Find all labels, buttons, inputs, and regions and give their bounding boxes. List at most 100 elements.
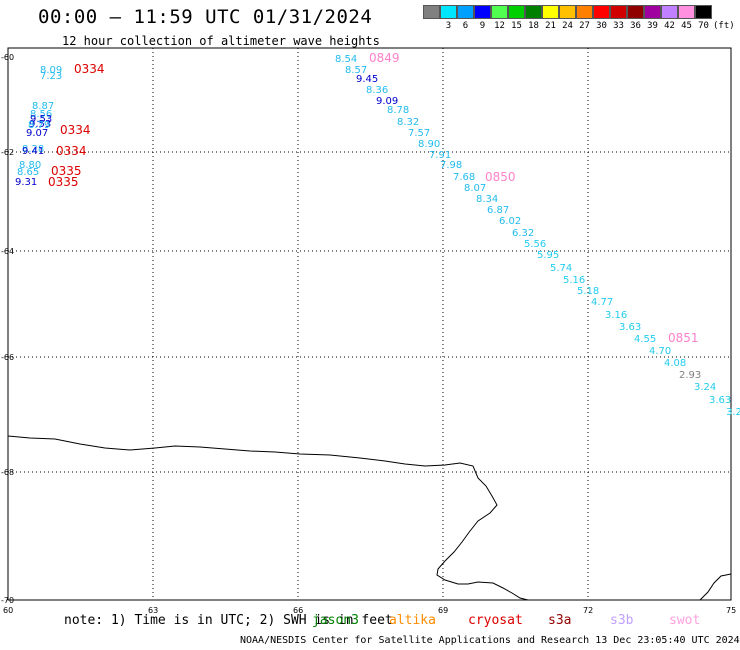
satellite-name: jason3 (312, 613, 359, 628)
swh-label: 6.87 (487, 205, 509, 216)
legend-swatch (576, 5, 593, 19)
legend-swatch (491, 5, 508, 19)
satellite-name: s3a (548, 613, 572, 628)
swh-label: 8.65 (17, 167, 39, 178)
swh-label: 7.98 (440, 160, 462, 171)
legend-swatch (610, 5, 627, 19)
swh-label: 9.41 (22, 146, 44, 157)
lat-label: -64 (1, 247, 14, 256)
legend-swatch (627, 5, 644, 19)
swh-label: 8.32 (397, 117, 419, 128)
swh-label: 9.31 (15, 177, 37, 188)
lon-label: 75 (726, 606, 736, 615)
plot-frame (7, 47, 732, 601)
pass-time-label: 0334 (56, 144, 87, 158)
satellite-name: swot (669, 613, 701, 628)
legend-label: 15 (511, 21, 522, 31)
swh-label: 8.57 (345, 65, 367, 76)
swh-label: 4.70 (649, 346, 671, 357)
lon-label: 63 (148, 606, 158, 615)
swh-label: 8.07 (464, 183, 486, 194)
legend-label: 30 (596, 21, 607, 31)
legend-label: 21 (545, 21, 556, 31)
swh-label: 6.02 (499, 216, 521, 227)
lon-label: 72 (583, 606, 593, 615)
swh-label: 3.16 (605, 310, 627, 321)
legend-swatch (508, 5, 525, 19)
legend-label: 9 (479, 21, 486, 31)
legend-swatch (423, 5, 440, 19)
legend-swatch (457, 5, 474, 19)
swh-label: 8.56 (30, 109, 52, 120)
swh-label: 5.56 (524, 239, 546, 250)
pass-time-label: 0334 (74, 62, 105, 76)
satellite-name: altika (389, 613, 436, 628)
swh-label: 4.08 (664, 358, 686, 369)
legend-label: 70 (698, 21, 709, 31)
legend-labels: 3 6 9 12 15 18 21 24 27 30 33 36 39 42 45 70 (423, 21, 712, 31)
swh-label: 8.28 (22, 144, 44, 155)
legend-label: 42 (664, 21, 675, 31)
swh-label: 8.90 (418, 139, 440, 150)
pass-time-label: 0335 (48, 175, 79, 189)
legend-swatch (695, 5, 712, 19)
map-grid (8, 48, 731, 600)
legend-label: 18 (528, 21, 539, 31)
coastline-main (7, 435, 529, 601)
swh-label: 9.07 (26, 128, 48, 139)
legend-swatch (661, 5, 678, 19)
swh-label: 7.91 (429, 150, 451, 161)
lon-label: 66 (293, 606, 303, 615)
pass-time-label: 0334 (60, 123, 91, 137)
lat-label: -68 (1, 468, 14, 477)
legend-swatch (474, 5, 491, 19)
legend-label: 27 (579, 21, 590, 31)
swh-label: 7.57 (408, 128, 430, 139)
wave-observations: 8.548.579.458.369.098.788.327.578.907.91… (15, 51, 740, 418)
legend-label: 45 (681, 21, 692, 31)
footer-note: note: 1) Time is in UTC; 2) SWH is in fe… (64, 613, 393, 628)
pass-time-label: 0849 (369, 51, 400, 65)
legend-swatch (440, 5, 457, 19)
lon-label: 69 (438, 606, 448, 615)
swh-label: 9.53 (30, 114, 52, 125)
satellite-name: cryosat (468, 613, 523, 628)
swh-label: 8.36 (366, 85, 388, 96)
coastline-east (699, 573, 732, 601)
swh-label: 3.24 (694, 382, 716, 393)
swh-label: 5.16 (563, 275, 585, 286)
legend-swatch (525, 5, 542, 19)
legend-label: 12 (494, 21, 505, 31)
legend-swatch (644, 5, 661, 19)
swh-label: 8.09 (40, 65, 62, 76)
lat-label: -60 (1, 53, 14, 62)
footer-credit: NOAA/NESDIS Center for Satellite Applica… (240, 635, 740, 646)
swh-label: 8.54 (335, 54, 357, 65)
swh-label: 6.32 (512, 228, 534, 239)
legend-label: 36 (630, 21, 641, 31)
swh-label: 3.2 (726, 407, 740, 418)
legend-swatch (559, 5, 576, 19)
color-legend: 3 6 9 12 15 18 21 24 27 30 33 36 39 42 45 70 (ft) (423, 5, 735, 31)
legend-label: 33 (613, 21, 624, 31)
map-frame (7, 47, 732, 601)
swh-label: 8.87 (32, 101, 54, 112)
pass-time-label: 0335 (51, 164, 82, 178)
swh-label: 3.63 (619, 322, 641, 333)
swh-label: 8.34 (476, 194, 498, 205)
swh-label: 3.63 (709, 395, 731, 406)
satellite-name: s3b (610, 613, 634, 628)
coastline (7, 435, 732, 601)
swh-label: 8.80 (19, 160, 41, 171)
swh-label: 7.68 (453, 172, 475, 183)
swh-label: 7.23 (40, 71, 62, 82)
swh-label: 8.79 (28, 120, 50, 131)
swh-label: 9.53 (29, 119, 51, 130)
legend-label: 24 (562, 21, 573, 31)
pass-time-label: 0850 (485, 170, 516, 184)
swh-label: 9.45 (356, 74, 378, 85)
lat-label: -66 (1, 353, 14, 362)
swh-label: 4.55 (634, 334, 656, 345)
